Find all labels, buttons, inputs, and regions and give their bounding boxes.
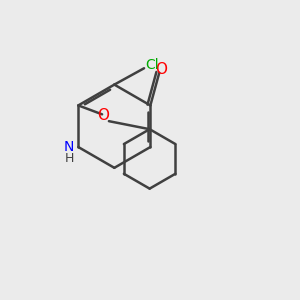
Text: Cl: Cl bbox=[146, 58, 159, 72]
Text: N: N bbox=[64, 140, 74, 154]
Text: H: H bbox=[64, 152, 74, 165]
Text: O: O bbox=[155, 62, 167, 77]
Text: O: O bbox=[98, 108, 110, 123]
